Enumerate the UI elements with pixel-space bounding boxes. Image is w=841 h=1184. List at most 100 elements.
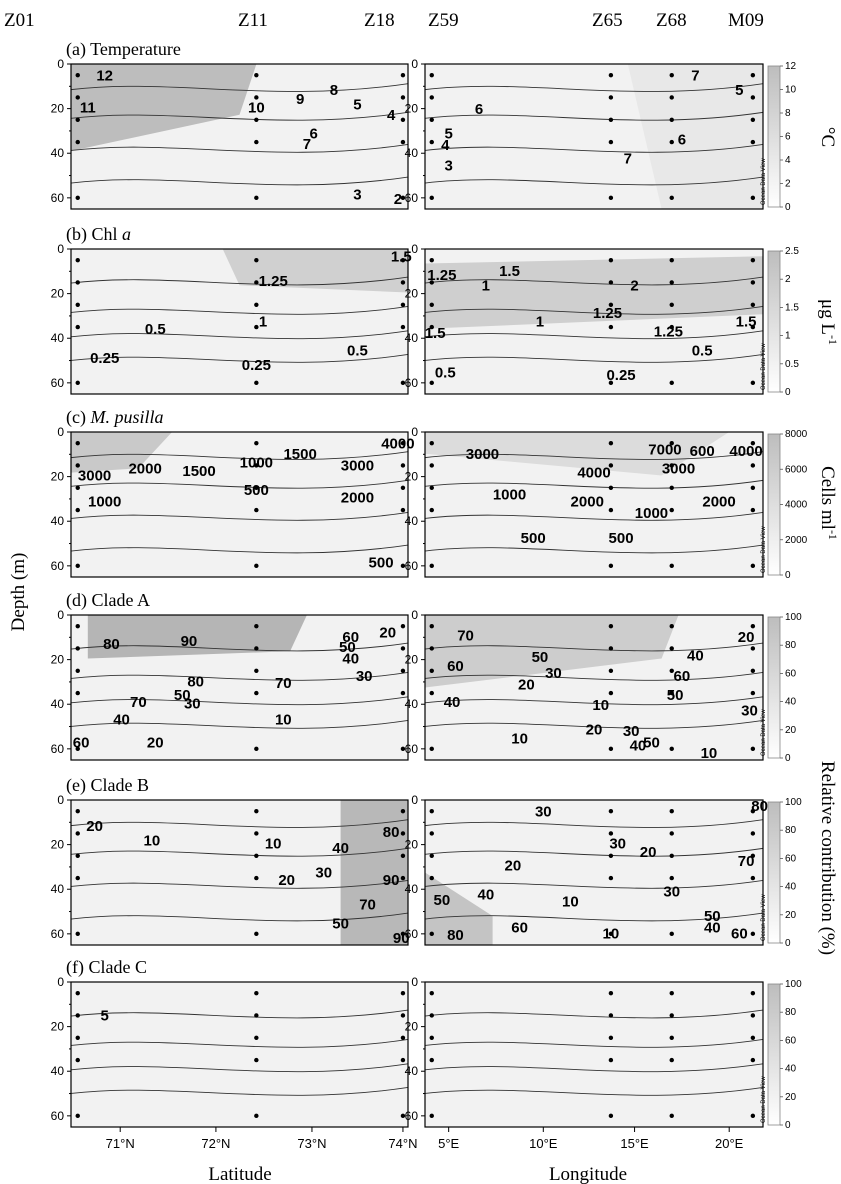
sample-point [75, 257, 80, 263]
colorbar-tick-label: 100 [785, 979, 802, 990]
x-tick-label: 15°E [620, 1136, 649, 1151]
y-tick-label: 60 [405, 742, 419, 756]
colorbar-tick-label: 2 [785, 274, 791, 285]
sample-point [429, 280, 434, 285]
sample-point [669, 623, 674, 629]
colorbar [767, 801, 781, 944]
contour-label: 50 [704, 908, 721, 925]
contour-label: 80 [383, 824, 400, 841]
sample-point [750, 853, 756, 858]
sample-point [669, 257, 674, 263]
contour-label: 6 [475, 101, 483, 118]
sample-point [608, 668, 614, 673]
y-tick-label: 60 [405, 927, 419, 941]
y-tick-label: 0 [57, 425, 64, 439]
sample-point [254, 280, 259, 285]
x-tick-label: 74°N [388, 1136, 417, 1151]
sample-point [669, 563, 674, 569]
contour-label: 50 [643, 735, 660, 752]
contour-label: 80 [187, 674, 204, 691]
colorbar-tick-label: 4 [785, 155, 791, 166]
sample-point [669, 646, 674, 651]
colorbar-tick-label: 8 [785, 108, 791, 119]
sample-point [400, 690, 406, 696]
sample-point [608, 808, 614, 814]
sample-point [429, 324, 434, 330]
sample-point [750, 139, 756, 145]
contour-label: 40 [630, 738, 647, 755]
contour-label: 0.5 [145, 321, 166, 338]
contour-label: 1000 [635, 505, 668, 522]
colorbar [767, 433, 781, 576]
contour-label: 8 [330, 82, 338, 99]
station-label: Z18 [364, 10, 395, 31]
sample-point [669, 139, 674, 145]
contour-label: 50 [667, 687, 684, 704]
y-tick-label: 0 [411, 793, 418, 807]
panel-title: (a) Temperature [66, 39, 181, 60]
panel: (f) Clade C020406050204060020406080100Oc… [51, 957, 802, 1131]
y-tick-label: 60 [405, 1109, 419, 1123]
station-label: Z11 [238, 10, 268, 31]
sample-point [608, 440, 614, 446]
sample-point [400, 485, 406, 490]
x-axis-label-latitude: Latitude [208, 1164, 271, 1184]
contour-label: 3 [353, 187, 361, 204]
contour-label: 40 [113, 711, 130, 728]
contour-label: 5 [353, 97, 361, 114]
sample-point [75, 1113, 80, 1119]
sample-point [254, 875, 259, 881]
sample-point [254, 195, 259, 201]
contour-label: 500 [521, 530, 546, 547]
sample-point [429, 1035, 434, 1040]
sample-point [75, 853, 80, 858]
colorbar-tick-label: 10 [785, 85, 797, 96]
x-tick-label: 71°N [106, 1136, 135, 1151]
sample-point [750, 1035, 756, 1040]
contour-label: 1000 [88, 494, 121, 511]
sample-point [669, 463, 674, 468]
contour-label: 40 [332, 840, 349, 857]
station-label: Z01 [4, 10, 35, 31]
sample-point [429, 72, 434, 78]
sample-point [608, 1113, 614, 1119]
sample-point [400, 623, 406, 629]
sample-point [669, 507, 674, 513]
sample-point [750, 72, 756, 78]
y-tick-label: 40 [405, 146, 419, 160]
sample-point [254, 931, 259, 937]
contour-label: 20 [278, 872, 295, 889]
y-tick-label: 40 [405, 882, 419, 896]
sample-point [608, 139, 614, 145]
sample-point [750, 623, 756, 629]
contour-label: 3000 [466, 446, 499, 463]
colorbar-tick-label: 0 [785, 753, 791, 764]
sample-point [75, 831, 80, 836]
sample-point [669, 324, 674, 330]
y-tick-label: 20 [405, 102, 419, 116]
sample-point [400, 746, 406, 752]
sample-point [669, 1057, 674, 1063]
sample-point [75, 646, 80, 651]
contour-label: 40 [444, 694, 461, 711]
colorbar-note: Ocean Data View [761, 158, 767, 205]
contour-label: 4 [441, 137, 450, 154]
sample-point [608, 117, 614, 122]
station-label: Z68 [656, 10, 687, 31]
sample-point [254, 746, 259, 752]
sample-point [750, 690, 756, 696]
sample-point [608, 72, 614, 78]
shaded-region [425, 615, 679, 688]
y-tick-label: 60 [405, 559, 419, 573]
panel-title: (c) M. pusilla [66, 407, 164, 428]
contour-label: 2000 [128, 460, 161, 477]
y-tick-label: 0 [57, 793, 64, 807]
contour-label: 7 [691, 68, 699, 85]
sample-point [400, 95, 406, 100]
sample-point [254, 990, 259, 996]
y-tick-label: 20 [405, 838, 419, 852]
sample-point [400, 563, 406, 569]
y-tick-label: 60 [405, 191, 419, 205]
contour-line [424, 1039, 764, 1048]
